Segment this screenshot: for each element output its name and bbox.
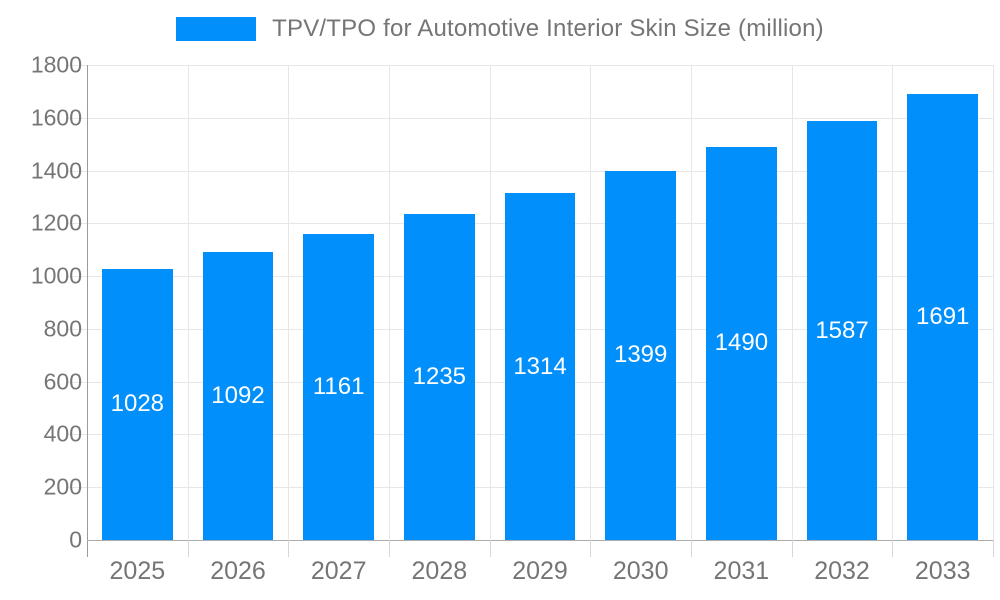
bar[interactable]: 1161: [303, 233, 374, 540]
bar[interactable]: 1399: [605, 170, 676, 540]
y-axis-tick-label: 1200: [30, 209, 82, 236]
y-axis-line: [87, 65, 88, 557]
gridline-horizontal: [66, 170, 993, 172]
bar-slot: 1235: [389, 65, 490, 540]
bar-slot: 1028: [87, 65, 188, 540]
bar-slot: 1587: [792, 65, 893, 540]
bar-value-label: 1399: [613, 341, 668, 369]
gridline-horizontal: [66, 117, 993, 119]
y-axis-tick-label: 200: [43, 473, 82, 500]
bar-value-label: 1235: [412, 363, 467, 391]
gridline-vertical: [489, 65, 491, 540]
x-axis-line: [87, 540, 993, 541]
x-axis-tick-label: 2028: [411, 557, 468, 585]
x-axis-labels: 2025 2026 2027 2028 2029 2030 2031 2032 2033: [87, 557, 993, 591]
x-axis-tick-mark: [187, 540, 189, 557]
y-axis-tick-label: 0: [69, 526, 82, 553]
bar[interactable]: 1028: [102, 268, 173, 540]
x-axis-tick-mark: [489, 540, 491, 557]
bar[interactable]: 1691: [907, 93, 978, 540]
x-axis-tick-mark: [389, 540, 390, 557]
gridline-vertical: [187, 65, 189, 540]
x-axis-tick-mark: [590, 540, 592, 557]
plot-area: 1028 1092 1161 1235 1314 1399 1490 1587 1691: [66, 65, 994, 540]
bar-value-label: 1490: [714, 329, 769, 357]
bar[interactable]: 1587: [806, 121, 878, 540]
gridline-vertical: [690, 65, 692, 540]
x-axis-tick-label: 2031: [713, 557, 770, 585]
x-axis-tick-mark: [892, 540, 894, 557]
gridline-vertical: [791, 65, 793, 540]
y-axis-tick-label: 800: [43, 315, 82, 342]
gridline-vertical: [892, 65, 894, 540]
x-axis-tick-mark: [288, 540, 290, 557]
y-axis-tick-label: 1400: [30, 157, 82, 184]
bar[interactable]: 1235: [404, 214, 475, 540]
x-axis-tick-label: 2032: [814, 557, 870, 585]
x-axis-tick-label: 2027: [310, 557, 367, 585]
x-axis-tick-mark: [993, 540, 994, 557]
bars: 1028 1092 1161 1235 1314 1399 1490 1587 1691: [87, 65, 993, 540]
legend-item[interactable]: TPV/TPO for Automotive Interior Skin Siz…: [176, 15, 824, 43]
y-axis-tick-label: 1000: [30, 262, 82, 289]
x-axis-tick-label: 2033: [914, 557, 971, 585]
gridline-vertical: [590, 65, 592, 540]
x-axis-tick-label: 2026: [210, 557, 266, 585]
bar-slot: 1314: [490, 65, 591, 540]
bar-slot: 1161: [288, 65, 389, 540]
bar-slot: 1490: [691, 65, 792, 540]
bar-value-label: 1161: [312, 372, 365, 400]
y-axis-tick-label: 400: [43, 420, 82, 447]
x-axis-tick-label: 2029: [512, 557, 568, 585]
bar[interactable]: 1490: [706, 146, 777, 540]
y-axis-tick-label: 1800: [30, 51, 82, 78]
x-axis-tick-label: 2030: [612, 557, 669, 585]
bar-value-label: 1691: [916, 302, 970, 330]
bar-slot: 1691: [892, 65, 993, 540]
x-axis-tick-mark: [791, 540, 793, 557]
bar-value-label: 1092: [211, 381, 265, 409]
y-axis-tick-label: 1600: [30, 104, 82, 131]
bar[interactable]: 1092: [202, 251, 274, 540]
legend: TPV/TPO for Automotive Interior Skin Siz…: [0, 15, 1000, 43]
gridline-vertical: [993, 65, 994, 540]
y-axis-tick-label: 600: [43, 368, 82, 395]
bar-value-label: 1314: [513, 352, 567, 380]
x-axis-tick-mark: [691, 540, 692, 557]
bar[interactable]: 1314: [504, 193, 576, 540]
bar-value-label: 1028: [110, 390, 165, 418]
bar-slot: 1399: [590, 65, 691, 540]
x-axis-tick-label: 2025: [109, 557, 166, 585]
legend-swatch-icon: [176, 17, 257, 41]
gridline-vertical: [288, 65, 290, 540]
gridline-vertical: [388, 65, 390, 540]
bar-slot: 1092: [188, 65, 289, 540]
legend-label: TPV/TPO for Automotive Interior Skin Siz…: [272, 15, 824, 42]
gridline-horizontal: [66, 65, 993, 66]
bar-value-label: 1587: [815, 316, 869, 344]
